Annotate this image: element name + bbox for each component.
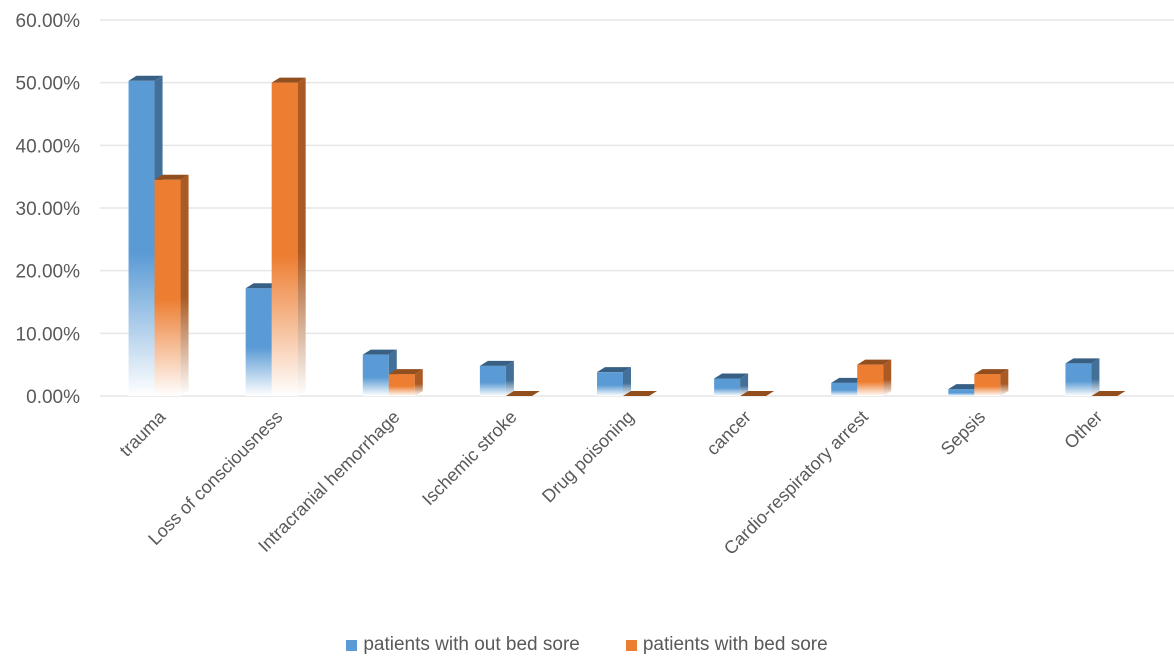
legend: patients with out bed sore patients with… (0, 634, 1174, 656)
legend-label-series-1: patients with out bed sore (363, 634, 580, 655)
x-category-label: Loss of consciousness (144, 407, 286, 549)
y-tick-label: 60.00% (16, 11, 81, 32)
bar-chart: 0.00% 10.00% 20.00% 30.00% 40.00% 50.00% 60.00… (16, 11, 1174, 559)
bar-with-bed-sore-2 (388, 369, 423, 396)
y-axis-ticks: 0.00% 10.00% 20.00% 30.00% 40.00% 50.00% 60.00… (16, 11, 81, 408)
x-category-label: Sepsis (937, 407, 989, 459)
bar-with-bed-sore-0 (154, 174, 189, 396)
bar-without-bed-sore-3 (479, 360, 514, 396)
x-category-label: cancer (703, 407, 755, 459)
y-tick-label: 50.00% (16, 74, 81, 95)
legend-label-series-2: patients with bed sore (642, 634, 828, 655)
y-tick-label: 40.00% (16, 136, 81, 157)
y-tick-label: 30.00% (16, 199, 81, 220)
y-tick-label: 20.00% (16, 262, 81, 283)
bars (128, 75, 1126, 397)
bar-with-bed-sore-6 (857, 359, 892, 396)
x-category-label: Ischemic stroke (418, 407, 521, 510)
bar-without-bed-sore-4 (597, 367, 631, 396)
bar-with-bed-sore-4 (623, 391, 657, 396)
bar-with-bed-sore-3 (505, 391, 540, 396)
legend-item-series-2: patients with bed sore (625, 634, 828, 656)
y-tick-label: 0.00% (26, 387, 80, 408)
x-category-label: Drug poisoning (538, 407, 638, 507)
bar-with-bed-sore-8 (1091, 391, 1126, 396)
legend-swatch-series-1 (346, 639, 358, 651)
bar-without-bed-sore-5 (714, 373, 749, 396)
x-category-label: trauma (116, 406, 170, 460)
x-category-label: Other (1060, 407, 1106, 453)
bar-with-bed-sore-1 (271, 77, 306, 397)
bar-with-bed-sore-5 (740, 391, 775, 396)
bar-without-bed-sore-8 (1065, 358, 1100, 396)
y-tick-label: 10.00% (16, 324, 81, 345)
legend-swatch-series-2 (625, 639, 637, 651)
bar-with-bed-sore-7 (974, 369, 1009, 396)
legend-item-series-1: patients with out bed sore (346, 634, 580, 656)
